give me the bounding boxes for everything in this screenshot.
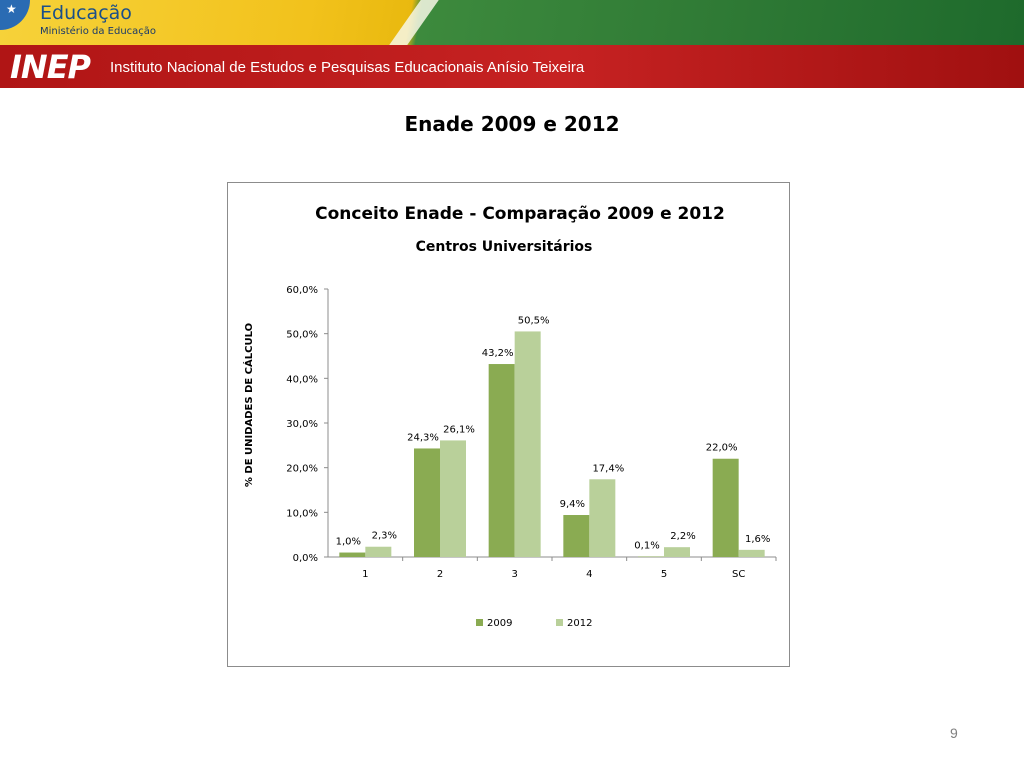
bar-2009-2 <box>414 448 440 557</box>
y-tick-label: 20,0% <box>286 464 318 475</box>
brand-subtitle: Ministério da Educação <box>40 26 156 37</box>
legend-swatch-2012 <box>556 619 563 626</box>
data-label-2009-2: 24,3% <box>407 432 439 443</box>
slide-title: Enade 2009 e 2012 <box>0 112 1024 136</box>
institute-name: Instituto Nacional de Estudos e Pesquisa… <box>110 59 584 76</box>
inep-banner: INEP Instituto Nacional de Estudos e Pes… <box>0 45 1024 88</box>
bar-2012-4 <box>589 479 615 557</box>
page-number: 9 <box>950 725 958 741</box>
data-label-2012-1: 2,3% <box>372 531 397 542</box>
data-label-2009-1: 1,0% <box>336 537 361 548</box>
inep-logo: INEP <box>10 50 90 84</box>
y-tick-label: 10,0% <box>286 508 318 519</box>
x-tick-label: 3 <box>511 569 517 580</box>
x-tick-label: SC <box>732 569 745 580</box>
chart-title: Conceito Enade - Comparação 2009 e 2012 <box>315 204 725 224</box>
bar-2009-1 <box>339 553 365 557</box>
data-label-2009-5: 0,1% <box>634 541 659 552</box>
x-tick-label: 5 <box>661 569 667 580</box>
chart-bars: 1,0% 2,3% 24,3% 26,1% 43,2% 50,5% 9,4% 17,4% 0,1… <box>336 315 771 557</box>
y-tick-label: 60,0% <box>286 285 318 296</box>
data-label-2009-3: 43,2% <box>482 348 514 359</box>
bar-2009-3 <box>489 364 515 557</box>
bar-2009-4 <box>563 515 589 557</box>
data-label-2012-2: 26,1% <box>443 424 475 435</box>
ministry-banner: ★ Educação Ministério da Educação <box>0 0 1024 45</box>
chart-legend: 2009 2012 <box>476 618 592 629</box>
chart-frame: Conceito Enade - Comparação 2009 e 2012 … <box>227 182 790 667</box>
y-axis-label: % DE UNIDADES DE CÁLCULO <box>242 323 255 487</box>
x-tick-label: 1 <box>362 569 368 580</box>
x-tick-label: 4 <box>586 569 592 580</box>
y-tick-label: 0,0% <box>293 553 318 564</box>
data-label-2012-5: 2,2% <box>670 531 695 542</box>
banner-stripe <box>389 0 439 45</box>
bar-2012-3 <box>515 331 541 557</box>
bar-2009-SC <box>713 459 739 557</box>
bar-chart: Conceito Enade - Comparação 2009 e 2012 … <box>228 183 789 666</box>
brazil-flag-icon: ★ <box>0 0 30 30</box>
legend-swatch-2009 <box>476 619 483 626</box>
bar-2012-SC <box>739 550 765 557</box>
x-tick-label: 2 <box>437 569 443 580</box>
bar-2012-2 <box>440 440 466 557</box>
y-tick-label: 50,0% <box>286 330 318 341</box>
legend-label-2009: 2009 <box>487 618 512 629</box>
bar-2012-1 <box>365 547 391 557</box>
data-label-2012-SC: 1,6% <box>745 534 770 545</box>
data-label-2009-SC: 22,0% <box>706 443 738 454</box>
bar-2009-5 <box>638 557 664 558</box>
chart-subtitle: Centros Universitários <box>416 239 593 255</box>
legend-label-2012: 2012 <box>567 618 592 629</box>
data-label-2012-3: 50,5% <box>518 315 550 326</box>
y-tick-label: 40,0% <box>286 374 318 385</box>
header-banner: ★ Educação Ministério da Educação INEP I… <box>0 0 1024 88</box>
data-label-2012-4: 17,4% <box>592 463 624 474</box>
data-label-2009-4: 9,4% <box>560 499 585 510</box>
bar-2012-5 <box>664 547 690 557</box>
brand-title: Educação <box>40 2 132 24</box>
y-tick-label: 30,0% <box>286 419 318 430</box>
